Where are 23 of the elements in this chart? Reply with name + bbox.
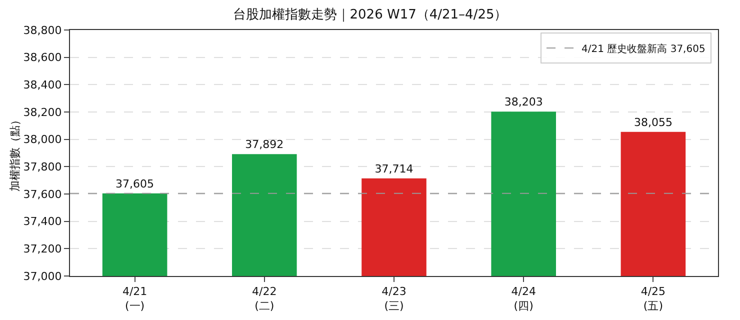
y-tick-label: 38,000 (23, 133, 62, 146)
y-tick-label: 38,800 (23, 24, 62, 37)
y-tick-label: 37,200 (23, 242, 62, 256)
data-label: 37,714 (374, 162, 414, 176)
data-label: 38,055 (634, 116, 672, 129)
x-tick-label: 4/25 (五) (640, 285, 666, 312)
y-tick-label: 37,000 (23, 270, 62, 283)
x-tick-label: 4/24 (四) (511, 285, 536, 312)
data-label: 38,203 (504, 96, 543, 109)
data-label: 37,892 (245, 138, 284, 152)
legend-label: 4/21 歷史收盤新高 37,605 (582, 42, 706, 55)
y-axis-title: 加權指數（點） (8, 114, 22, 192)
y-tick-label: 37,800 (23, 160, 62, 174)
y-tick-label: 38,600 (23, 51, 62, 64)
x-tick-label: 4/21 (一) (122, 285, 148, 312)
x-tick-label: 4/22 (二) (252, 285, 277, 312)
y-tick-label: 38,400 (23, 78, 62, 92)
data-label: 37,605 (116, 177, 154, 190)
x-tick-label: 4/23 (三) (382, 285, 406, 312)
y-tick-label: 38,200 (23, 106, 62, 119)
y-tick-label: 37,600 (23, 188, 62, 201)
y-tick-label: 37,400 (23, 215, 62, 228)
chart-title: 台股加權指數走勢｜2026 W17（4/21–4/25） (232, 8, 508, 23)
